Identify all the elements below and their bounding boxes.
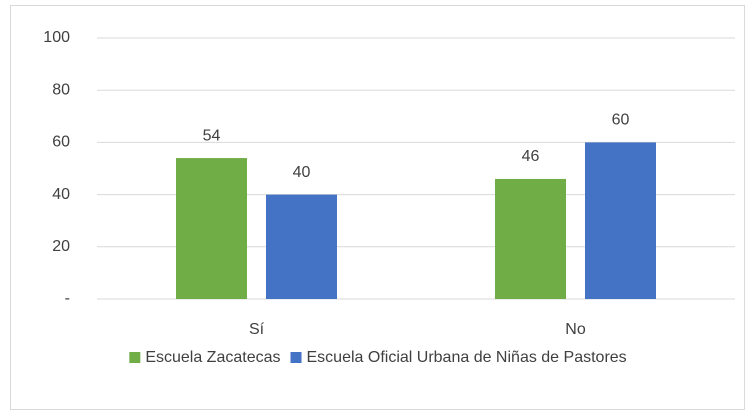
legend-label: Escuela Oficial Urbana de Niñas de Pasto… bbox=[307, 349, 627, 366]
data-label: 54 bbox=[203, 127, 221, 144]
x-tick-label: Sí bbox=[249, 321, 265, 338]
y-tick-label: 20 bbox=[52, 238, 70, 255]
legend-swatch bbox=[290, 352, 302, 363]
y-tick-label: 100 bbox=[43, 29, 70, 46]
data-label: 60 bbox=[612, 112, 630, 129]
data-label: 40 bbox=[293, 164, 311, 181]
bar bbox=[585, 142, 656, 299]
y-tick-label: 60 bbox=[52, 134, 70, 151]
y-tick-label: - bbox=[65, 290, 70, 307]
data-label: 46 bbox=[522, 148, 540, 165]
y-tick-label: 40 bbox=[52, 186, 70, 203]
legend-swatch bbox=[129, 352, 141, 363]
x-tick-label: No bbox=[565, 321, 586, 338]
y-tick-label: 80 bbox=[52, 81, 70, 98]
bar bbox=[495, 178, 566, 299]
bar bbox=[176, 158, 247, 299]
legend-label: Escuela Zacatecas bbox=[145, 349, 280, 366]
bar bbox=[266, 194, 337, 299]
